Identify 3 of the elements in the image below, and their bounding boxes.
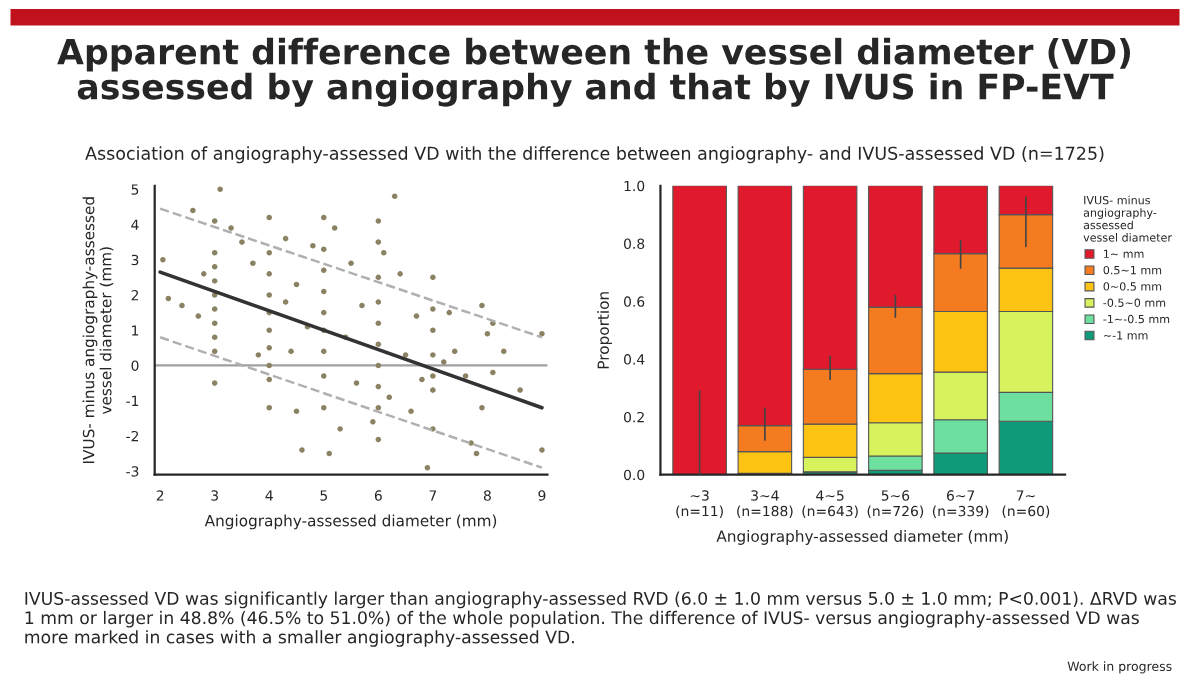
text: Association of angiography-assessed VD with the difference between angiography- and IVUS-assessed VD (n=1725) bbox=[85, 146, 1104, 164]
chart-title: Apparent difference between the vessel diameter (VD) assessed by angiography and that by IVUS in FP-EVT bbox=[57, 37, 1130, 107]
text: IVUS-assessed VD was significantly larger than angiography-assessed RVD (6.0 ± 1.0 mm versus 5.0 ± 1.0 mm; P<0.001). ΔRVD was 1 mm or larger in 48.8% (46.5% to 51.0%) of the whole population. The difference of IVUS- versus angiography-assessed VD was more marked in cases with a smaller angiography-assessed VD. bbox=[25, 591, 1176, 647]
